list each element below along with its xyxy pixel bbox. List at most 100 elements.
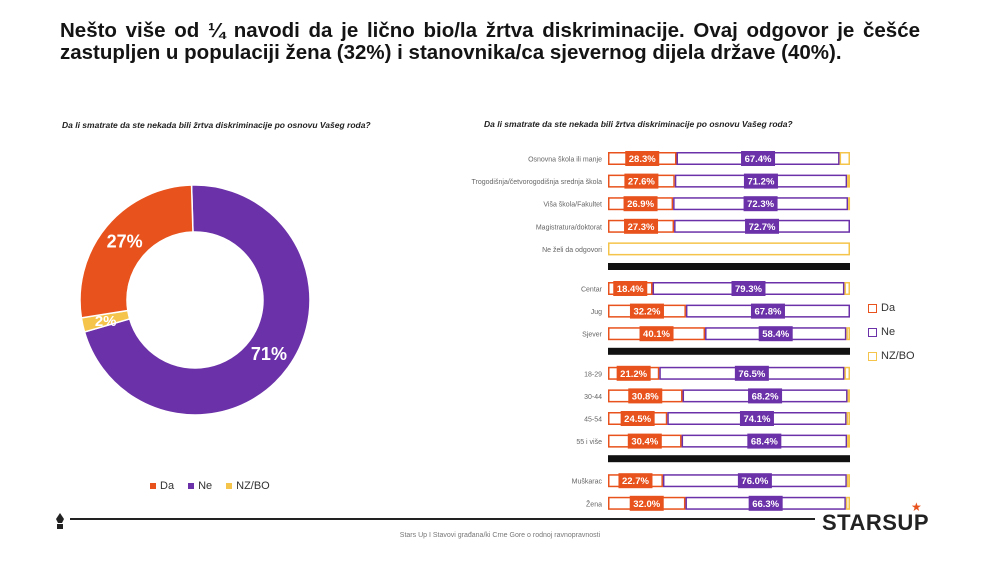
- bar-legend-swatch-nzbo: [868, 351, 877, 361]
- bar-value-label-ne: 67.4%: [745, 154, 772, 165]
- bar-value-box-ne: [743, 173, 778, 189]
- bar-legend-item-ne: Ne: [868, 326, 915, 338]
- bar-segment-nzbo: [848, 197, 851, 211]
- bar-category-label: 30-44: [584, 394, 602, 401]
- bar-value-box-da: [624, 173, 659, 189]
- bar-category-label: Magistratura/doktorat: [536, 224, 602, 231]
- headline: Nešto više od ¼ navodi da je lično bio/l…: [60, 19, 920, 64]
- bar-value-label-da: 28.3%: [629, 154, 656, 165]
- bar-legend-item-nzbo: NZ/BO: [868, 350, 915, 362]
- bar-value-box-da: [628, 388, 663, 404]
- bar-legend-item-da: Da: [868, 302, 915, 314]
- donut-question: Da li smatrate da ste nekada bili žrtva …: [62, 120, 371, 130]
- bar-value-box-ne: [747, 433, 782, 449]
- bar-legend-swatch-ne: [868, 327, 877, 337]
- bar-category-label: Muškarac: [572, 479, 603, 486]
- bar-value-box-da: [627, 433, 662, 449]
- bar-category-label: Ne želi da odgovori: [542, 247, 602, 254]
- donut-chart: 71% 2% 27%: [80, 184, 310, 416]
- bar-value-box-ne: [748, 495, 783, 511]
- bar-value-label-da: 24.5%: [624, 414, 651, 425]
- donut-label-ne: 71%: [251, 344, 287, 364]
- bar-value-label-ne: 72.3%: [747, 199, 774, 210]
- legend-swatch-da: [150, 483, 156, 489]
- bar-value-box-ne: [737, 473, 772, 489]
- bar-value-box-da: [629, 495, 664, 511]
- bar-category-label: Centar: [581, 287, 603, 294]
- footer-rule: [70, 518, 815, 520]
- bar-value-label-da: 32.2%: [633, 307, 660, 318]
- bar-value-label-da: 27.6%: [628, 177, 655, 188]
- group-separator: [608, 347, 850, 355]
- bar-value-label-da: 30.8%: [632, 391, 659, 402]
- bar-legend-label-nzbo: NZ/BO: [881, 350, 915, 362]
- bar-value-label-ne: 79.3%: [735, 284, 762, 295]
- bar-value-label-da: 30.4%: [631, 437, 658, 448]
- bar-value-box-da: [629, 303, 664, 319]
- bar-value-box-da: [624, 218, 659, 234]
- bar-value-label-da: 22.7%: [622, 476, 649, 487]
- bar-value-box-ne: [745, 218, 780, 234]
- bar-legend-label-da: Da: [881, 302, 896, 314]
- bar-legend-swatch-da: [868, 303, 877, 313]
- bar-segment-nzbo: [608, 242, 850, 256]
- logo-star-icon: ★: [911, 500, 922, 514]
- fountain-pen-icon: [56, 513, 64, 529]
- bar-segment-nzbo: [846, 412, 850, 425]
- bar-value-box-da: [639, 326, 674, 342]
- bar-segment-nzbo: [844, 366, 850, 380]
- donut-label-nzbo: 2%: [95, 313, 117, 330]
- bar-category-label: 55 i više: [576, 439, 602, 446]
- bar-segment-nzbo: [839, 152, 850, 165]
- bar-value-label-ne: 76.5%: [738, 369, 765, 380]
- bar-category-label: 18-29: [584, 371, 602, 378]
- footer-source: Stars Up I Stavovi građana/ki Crne Gore …: [399, 532, 601, 539]
- bar-legend: Da Ne NZ/BO: [868, 302, 915, 362]
- bar-value-label-ne: 71.2%: [747, 177, 774, 188]
- legend-item-ne: Ne: [188, 480, 212, 492]
- donut-slice-ne: [83, 184, 310, 416]
- bar-value-box-ne: [734, 365, 769, 381]
- bar-category-label: Viša škola/Fakultet: [543, 202, 602, 209]
- bar-value-box-da: [623, 196, 658, 212]
- bar-legend-label-ne: Ne: [881, 326, 896, 338]
- bar-category-label: Osnovna škola ili manje: [528, 157, 602, 164]
- bar-value-label-da: 18.4%: [617, 284, 644, 295]
- bar-value-label-ne: 67.8%: [754, 307, 781, 318]
- bar-category-label: Sjever: [582, 332, 603, 339]
- bar-value-label-da: 27.3%: [628, 222, 655, 233]
- legend-item-da: Da: [150, 480, 174, 492]
- legend-label-nzbo: NZ/BO: [236, 480, 270, 492]
- bar-value-label-da: 21.2%: [620, 369, 647, 380]
- bar-segment-nzbo: [844, 282, 850, 295]
- bar-value-box-ne: [750, 303, 785, 319]
- stacked-bar-chart: Osnovna škola ili manje 28.3% 67.4% Trogodi…: [472, 151, 851, 511]
- bar-value-label-ne: 68.2%: [752, 391, 779, 402]
- starsup-logo: STARSUP: [822, 510, 929, 535]
- bar-value-box-ne: [731, 281, 766, 296]
- bar-segment-nzbo: [846, 327, 850, 341]
- group-separator: [608, 263, 850, 270]
- bar-value-label-ne: 58.4%: [762, 329, 789, 340]
- donut-legend: Da Ne NZ/BO: [150, 480, 270, 492]
- bar-value-label-da: 32.0%: [633, 499, 660, 510]
- bar-value-box-da: [620, 411, 655, 426]
- bar-value-label-ne: 74.1%: [743, 414, 770, 425]
- bar-question: Da li smatrate da ste nekada bili žrtva …: [484, 119, 793, 129]
- legend-swatch-nzbo: [226, 483, 233, 489]
- group-separator: [608, 455, 850, 463]
- legend-swatch-ne: [188, 483, 195, 489]
- bar-value-label-ne: 76.0%: [741, 476, 768, 487]
- bar-value-box-da: [616, 365, 651, 381]
- donut-label-da: 27%: [107, 232, 143, 252]
- bar-value-box-ne: [739, 411, 774, 426]
- legend-label-ne: Ne: [198, 480, 213, 492]
- bar-value-box-ne: [741, 151, 776, 166]
- bar-value-label-da: 40.1%: [643, 329, 670, 340]
- bar-value-label-da: 26.9%: [627, 199, 654, 210]
- bar-value-box-ne: [758, 326, 793, 342]
- bar-category-label: 45-54: [584, 417, 602, 424]
- bar-category-label: Žena: [586, 499, 602, 508]
- bar-segment-nzbo: [847, 389, 850, 403]
- bar-segment-nzbo: [846, 474, 851, 488]
